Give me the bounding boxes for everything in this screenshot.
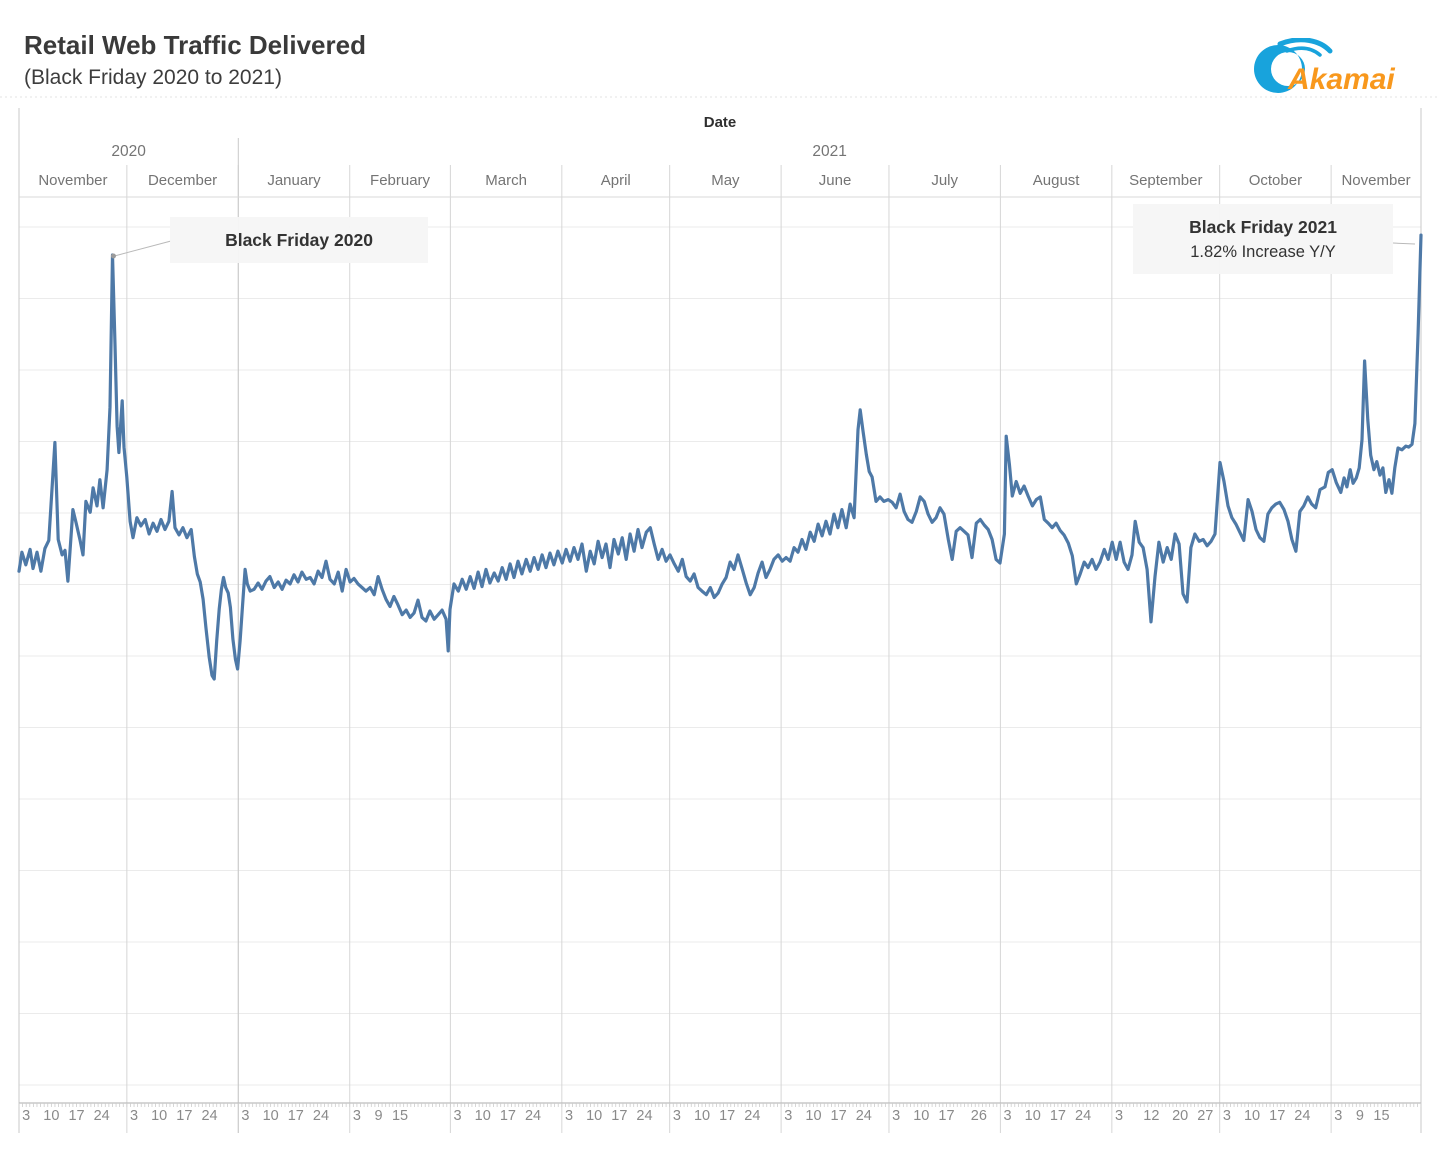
annotation-connector-2021 [1392, 242, 1416, 245]
annotation-black-friday-2020: Black Friday 2020 [170, 217, 428, 263]
wave-icon [1254, 38, 1333, 93]
page-subtitle: (Black Friday 2020 to 2021) [24, 66, 282, 89]
traffic-series-line [17, 233, 1423, 681]
page-title: Retail Web Traffic Delivered [24, 30, 366, 60]
annotation-subtitle: 1.82% Increase Y/Y [1190, 243, 1336, 261]
annotation-title: Black Friday 2020 [225, 230, 373, 250]
akamai-logo-text: Akamai [1287, 63, 1395, 96]
annotation-black-friday-2021: Black Friday 2021 1.82% Increase Y/Y [1133, 204, 1393, 274]
annotation-title: Black Friday 2021 [1189, 217, 1337, 237]
annotation-anchor-dot [110, 253, 116, 259]
annotation-connector-2020 [114, 240, 172, 257]
akamai-logo: Akamai [1254, 38, 1395, 96]
